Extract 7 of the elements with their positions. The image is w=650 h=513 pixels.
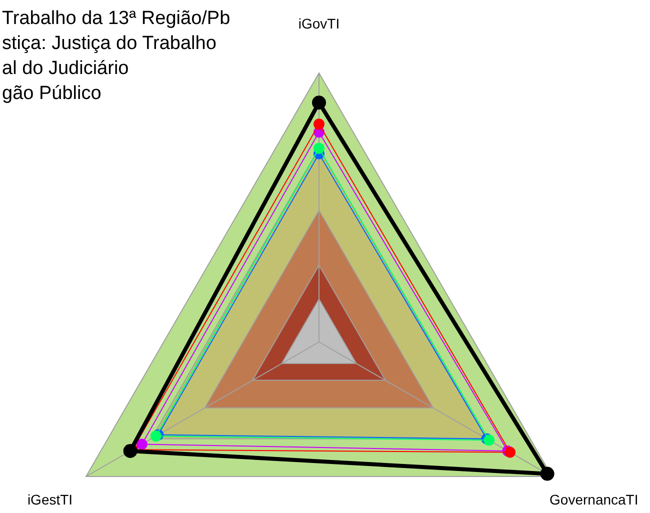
spoke-label: iGestTI [27, 492, 73, 508]
text: al do Judiciário [2, 57, 130, 81]
spoke-label: iGovTI [298, 15, 340, 32]
text: stiça: Justiça do Trabalho [2, 32, 218, 56]
text: Trabalho da 13ª Região/Pb [2, 7, 230, 31]
spoke-label: GovernancaTI [550, 492, 638, 508]
text: gão Público [2, 82, 102, 106]
